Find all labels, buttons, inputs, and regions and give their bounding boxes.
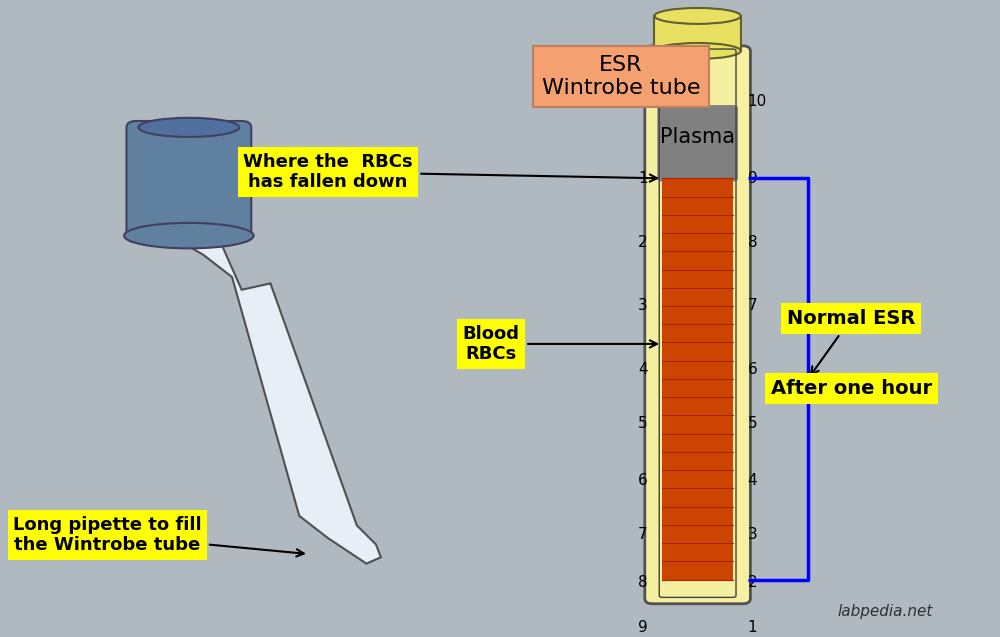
Bar [654,16,741,51]
Text: 1: 1 [638,171,648,186]
Text: Long pipette to fill
the Wintrobe tube: Long pipette to fill the Wintrobe tube [13,515,304,557]
Text: 0: 0 [638,94,648,110]
Text: ESR
Wintrobe tube: ESR Wintrobe tube [542,55,700,98]
FancyBboxPatch shape [657,105,738,182]
Text: 2: 2 [638,234,648,250]
Text: 5: 5 [638,416,648,431]
Text: After one hour: After one hour [771,379,932,398]
Ellipse shape [138,118,239,137]
FancyBboxPatch shape [645,46,750,604]
Text: 5: 5 [748,416,757,431]
Text: 1: 1 [748,620,757,635]
Text: 8: 8 [638,575,648,590]
Text: Where the  RBCs
has fallen down: Where the RBCs has fallen down [243,152,657,191]
Text: 3: 3 [638,298,648,313]
Bar [662,178,733,580]
Text: 6: 6 [748,362,757,377]
Ellipse shape [654,8,741,24]
Text: Blood
RBCs: Blood RBCs [463,324,657,363]
Polygon shape [165,233,381,564]
Text: 9: 9 [748,171,757,186]
Text: 10: 10 [748,94,767,110]
FancyBboxPatch shape [126,121,251,242]
Text: 4: 4 [748,473,757,489]
Ellipse shape [124,223,254,248]
Ellipse shape [654,43,741,59]
Text: Plasma: Plasma [660,127,735,147]
Text: 7: 7 [638,527,648,543]
Text: labpedia.net: labpedia.net [837,604,932,619]
Text: 4: 4 [638,362,648,377]
Text: 3: 3 [748,527,757,543]
Text: 2: 2 [748,575,757,590]
Text: 7: 7 [748,298,757,313]
Text: 8: 8 [748,234,757,250]
Text: Normal ESR: Normal ESR [787,309,915,375]
Text: 9: 9 [638,620,648,635]
Text: 6: 6 [638,473,648,489]
